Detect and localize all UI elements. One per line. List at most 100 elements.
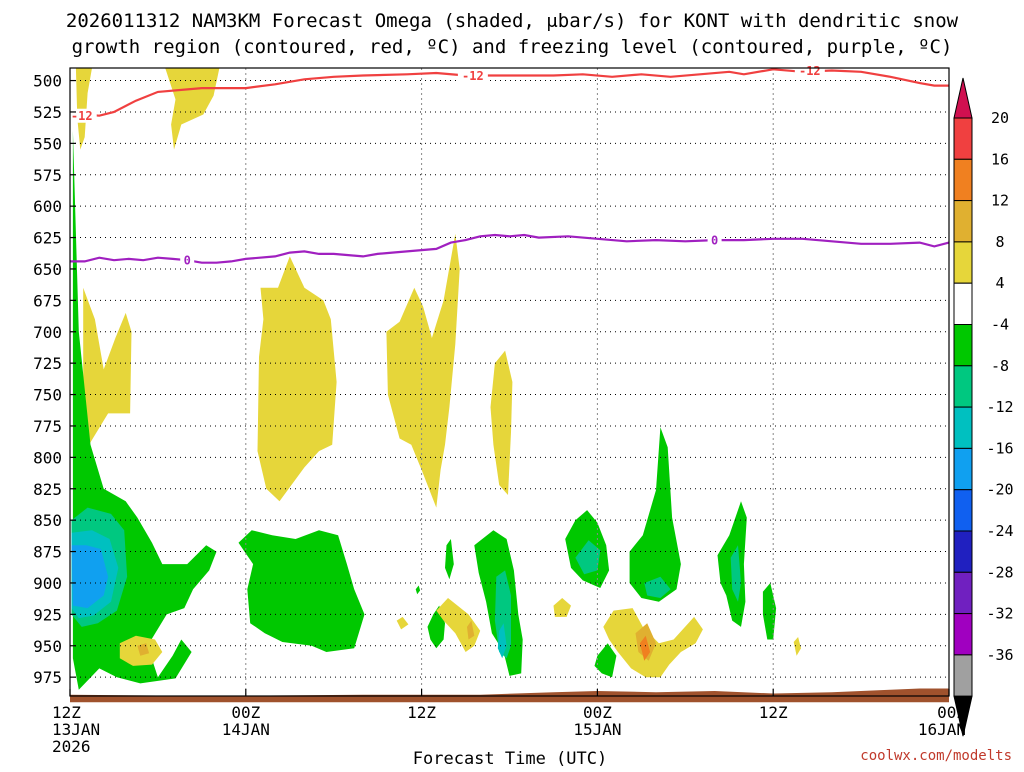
contour-label-1-0: 0: [184, 254, 191, 268]
contour-label-bg-0-2: [794, 63, 825, 78]
omega-region-27: [553, 598, 571, 617]
contour-label-0-1: -12: [462, 69, 484, 83]
omega-region-21: [730, 545, 741, 602]
y-tick-label-6: 650: [33, 260, 62, 279]
colorbar-bin-6: [953, 365, 973, 408]
omega-region-16: [415, 585, 421, 595]
y-tick-label-11: 775: [33, 417, 62, 436]
colorbar-bottom-arrow: [953, 695, 973, 737]
omega-region-30: [793, 637, 801, 656]
x-tick-label-1-2: 14JAN: [222, 720, 270, 739]
colorbar-bin-9: [953, 489, 973, 532]
plot-area: [70, 68, 949, 703]
contour-label-0-2: -12: [799, 64, 821, 78]
colorbar-bin-11: [953, 571, 973, 615]
colorbar-label-13: -36: [986, 646, 1013, 664]
x-axis-label: Forecast Time (UTC): [413, 749, 607, 768]
colorbar-label-12: -32: [986, 605, 1013, 623]
colorbar-label-3: 8: [995, 233, 1004, 251]
colorbar-label-11: -28: [986, 563, 1013, 581]
x-tick-label-0-1: 12Z: [52, 703, 81, 722]
colorbar-bin-0: [953, 117, 973, 160]
contour-label-bg-1-1: [707, 233, 722, 248]
omega-region-19: [575, 540, 601, 575]
colorbar-label-2: 12: [991, 192, 1009, 210]
omega-region-24: [71, 545, 109, 609]
colorbar-top-arrow: [953, 77, 973, 119]
omega-region-3: [257, 256, 337, 502]
colorbar-bin-2: [953, 200, 973, 243]
colorbar-label-5: -4: [991, 316, 1009, 334]
chart-title-line1: 2026011312 NAM3KM Forecast Omega (shaded…: [66, 10, 959, 32]
y-tick-label-9: 725: [33, 354, 62, 373]
y-tick-label-2: 550: [33, 134, 62, 153]
x-tick-label-3-1: 00Z: [583, 703, 612, 722]
y-tick-label-7: 675: [33, 291, 62, 310]
x-tick-label-3-2: 15JAN: [573, 720, 621, 739]
y-tick-label-14: 850: [33, 511, 62, 530]
colorbar-bin-4: [953, 282, 973, 326]
omega-region-20: [644, 576, 671, 598]
y-tick-label-12: 800: [33, 448, 62, 467]
colorbar-bin-10: [953, 530, 973, 573]
y-tick-label-16: 900: [33, 574, 62, 593]
y-tick-label-15: 875: [33, 543, 62, 562]
x-tick-label-4-1: 12Z: [759, 703, 788, 722]
y-tick-label-13: 825: [33, 480, 62, 499]
y-tick-label-19: 975: [33, 668, 62, 687]
colorbar-label-1: 16: [991, 150, 1009, 168]
colorbar-label-0: 20: [991, 109, 1009, 127]
credit-text: coolwx.com/modelts: [860, 748, 1012, 764]
omega-region-34: [639, 635, 651, 661]
contour-label-1-1: 0: [711, 234, 718, 248]
omega-region-23: [497, 623, 507, 659]
omega-region-10: [629, 427, 681, 602]
omega-region-5: [490, 350, 513, 495]
y-tick-label-5: 625: [33, 229, 62, 248]
colorbar-bin-8: [953, 447, 973, 491]
y-tick-label-18: 950: [33, 637, 62, 656]
colorbar-label-8: -16: [986, 439, 1013, 457]
omega-region-32: [137, 643, 150, 656]
x-tick-label-5-2: 16JAN: [918, 720, 966, 739]
omega-region-13: [762, 583, 777, 640]
contour-label-0-0: -12: [71, 109, 93, 123]
omega-region-1: [165, 68, 220, 150]
omega-region-12: [594, 643, 617, 678]
y-tick-label-10: 750: [33, 386, 62, 405]
omega-region-29: [396, 616, 409, 630]
omega-region-14: [445, 539, 454, 580]
colorbar-label-4: 4: [995, 274, 1004, 292]
omega-region-2: [83, 287, 132, 445]
y-tick-label-3: 575: [33, 166, 62, 185]
colorbar-bin-12: [953, 613, 973, 656]
colorbar-bin-1: [953, 158, 973, 202]
colorbar-label-9: -20: [986, 481, 1013, 499]
colorbar: 20 16 12 8 4 -4 -8 -12 -16 -20 -24 -28 -32 -36: [953, 77, 1014, 737]
contour-label-bg-1-0: [180, 253, 195, 268]
colorbar-bin-7: [953, 406, 973, 449]
contour-lines: -12 -12 -12 0 0: [66, 63, 950, 268]
omega-region-33: [467, 620, 475, 640]
y-tick-label-4: 600: [33, 197, 62, 216]
omega-region-4: [386, 233, 460, 508]
plot-frame: [69, 67, 950, 697]
colorbar-bin-3: [953, 241, 973, 284]
contour-line-1: [70, 233, 950, 264]
x-tick-label-1-1: 00Z: [231, 703, 260, 722]
y-tick-label-0: 500: [33, 72, 62, 91]
colorbar-bin-5: [953, 324, 973, 367]
colorbar-label-7: -12: [986, 398, 1013, 416]
colorbar-label-10: -24: [986, 522, 1013, 540]
contour-label-bg-0-1: [457, 68, 488, 83]
colorbar-label-6: -8: [991, 357, 1009, 375]
x-tick-label-0-2: 13JAN: [52, 720, 100, 739]
colorbar-bin-13: [953, 654, 973, 697]
chart-title-line2: growth region (contoured, red, ºC) and f…: [72, 36, 953, 58]
y-tick-label-1: 525: [33, 103, 62, 122]
x-tick-label-2-1: 12Z: [407, 703, 436, 722]
y-tick-label-8: 700: [33, 323, 62, 342]
